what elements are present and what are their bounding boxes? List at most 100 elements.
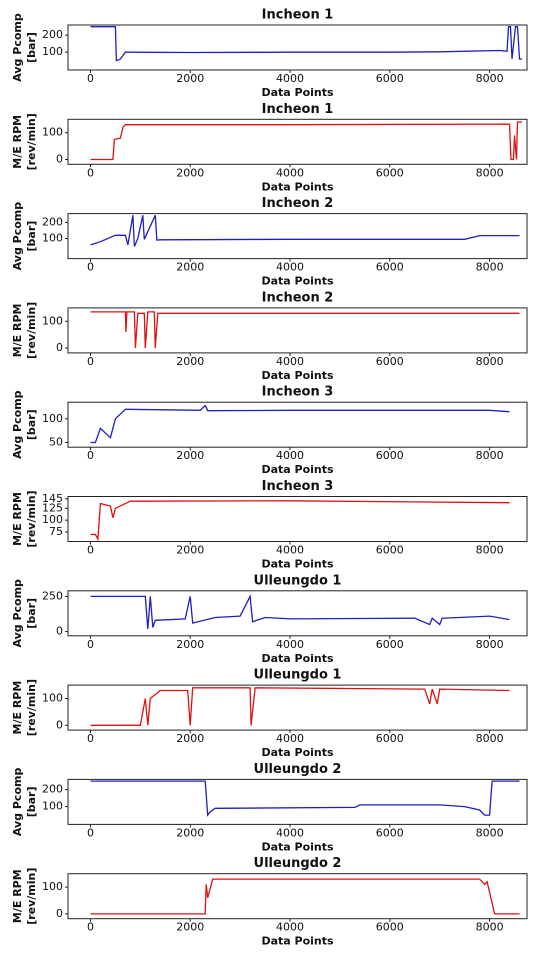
x-tick-label: 4000 [276, 732, 304, 745]
plot-frame [67, 401, 528, 448]
x-axis-label: Data Points [261, 275, 334, 288]
y-axis-label: M/E RPM [11, 869, 24, 923]
panel-title: Incheon 1 [262, 102, 334, 117]
x-tick-label: 8000 [476, 449, 504, 462]
x-tick-label: 8000 [476, 261, 504, 274]
data-line [90, 121, 522, 161]
y-axis-label: M/E RPM [11, 304, 24, 358]
y-axis-label: [bar] [25, 598, 38, 629]
x-tick-label: 6000 [376, 355, 404, 368]
y-tick-label: 200 [42, 783, 63, 796]
x-tick-label: 4000 [276, 826, 304, 839]
x-tick-label: 8000 [476, 638, 504, 651]
x-tick-label: 8000 [476, 732, 504, 745]
y-axis-label: [rev/min] [25, 679, 38, 736]
y-tick-label: 0 [56, 341, 63, 354]
data-line [90, 500, 510, 542]
x-axis-label: Data Points [261, 86, 334, 99]
y-axis-label: [bar] [25, 787, 38, 818]
x-axis-label: Data Points [261, 652, 334, 665]
x-tick-label: 6000 [376, 921, 404, 934]
x-tick-label: 2000 [176, 72, 204, 85]
y-tick-label: 0 [56, 152, 63, 165]
y-tick-label: 100 [42, 314, 63, 327]
x-tick-label: 6000 [376, 72, 404, 85]
y-tick-label: 100 [42, 45, 63, 58]
x-axis-label: Data Points [261, 840, 334, 853]
x-tick-label: 8000 [476, 72, 504, 85]
data-line [90, 311, 520, 349]
y-tick-label: 100 [42, 691, 63, 704]
x-tick-label: 2000 [176, 355, 204, 368]
x-tick-label: 8000 [476, 826, 504, 839]
y-tick-label: 75 [49, 525, 63, 538]
y-tick-label: 0 [56, 907, 63, 920]
x-tick-label: 6000 [376, 166, 404, 179]
x-tick-label: 2000 [176, 826, 204, 839]
y-tick-label: 200 [42, 215, 63, 228]
panel-title: Incheon 3 [262, 385, 334, 400]
x-tick-label: 4000 [276, 544, 304, 557]
x-tick-label: 4000 [276, 449, 304, 462]
y-tick-label: 100 [42, 126, 63, 139]
y-axis-label: [bar] [25, 221, 38, 252]
x-tick-label: 6000 [376, 449, 404, 462]
x-tick-label: 2000 [176, 544, 204, 557]
y-axis-label: Avg Pcomp [11, 390, 24, 459]
y-axis-label: Avg Pcomp [11, 579, 24, 648]
data-line [90, 214, 520, 247]
y-axis-label: M/E RPM [11, 681, 24, 735]
x-tick-label: 0 [87, 826, 94, 839]
data-line [90, 780, 520, 817]
y-tick-label: 250 [42, 589, 63, 602]
data-line [90, 687, 510, 726]
x-tick-label: 2000 [176, 449, 204, 462]
y-tick-label: 145 [42, 492, 63, 505]
panel-title: Incheon 1 [262, 8, 334, 23]
plot-frame [67, 496, 528, 542]
y-axis-label: [rev/min] [25, 868, 38, 925]
x-tick-label: 4000 [276, 166, 304, 179]
x-tick-label: 0 [87, 261, 94, 274]
x-axis-label: Data Points [261, 746, 334, 759]
y-tick-label: 0 [56, 625, 63, 638]
x-tick-label: 0 [87, 449, 94, 462]
x-tick-label: 8000 [476, 166, 504, 179]
y-tick-label: 100 [42, 880, 63, 893]
data-line [90, 878, 520, 915]
y-tick-label: 100 [42, 412, 63, 425]
x-tick-label: 0 [87, 921, 94, 934]
panel-title: Ulleungdo 2 [254, 856, 342, 871]
y-axis-label: [rev/min] [25, 113, 38, 170]
y-axis-label: M/E RPM [11, 115, 24, 169]
x-tick-label: 4000 [276, 72, 304, 85]
x-tick-label: 0 [87, 166, 94, 179]
y-axis-label: Avg Pcomp [11, 13, 24, 82]
plot-frame [67, 118, 528, 165]
x-tick-label: 2000 [176, 261, 204, 274]
x-tick-label: 0 [87, 638, 94, 651]
y-axis-label: M/E RPM [11, 492, 24, 546]
x-axis-label: Data Points [261, 369, 334, 382]
y-tick-label: 100 [42, 800, 63, 813]
x-tick-label: 0 [87, 732, 94, 745]
y-tick-label: 100 [42, 232, 63, 245]
x-tick-label: 0 [87, 355, 94, 368]
plot-frame [67, 590, 528, 637]
x-tick-label: 8000 [476, 921, 504, 934]
plot-frame [67, 684, 528, 731]
x-axis-label: Data Points [261, 935, 334, 948]
y-tick-label: 0 [56, 718, 63, 731]
panel-title: Incheon 2 [262, 290, 334, 305]
y-tick-label: 200 [42, 28, 63, 41]
y-axis-label: [rev/min] [25, 490, 38, 547]
x-tick-label: 6000 [376, 544, 404, 557]
x-tick-label: 0 [87, 72, 94, 85]
y-axis-label: [bar] [25, 32, 38, 63]
x-tick-label: 6000 [376, 638, 404, 651]
y-axis-label: Avg Pcomp [11, 202, 24, 271]
x-tick-label: 6000 [376, 826, 404, 839]
x-tick-label: 2000 [176, 732, 204, 745]
panel-title: Ulleungdo 2 [254, 762, 342, 777]
data-line [90, 26, 522, 62]
